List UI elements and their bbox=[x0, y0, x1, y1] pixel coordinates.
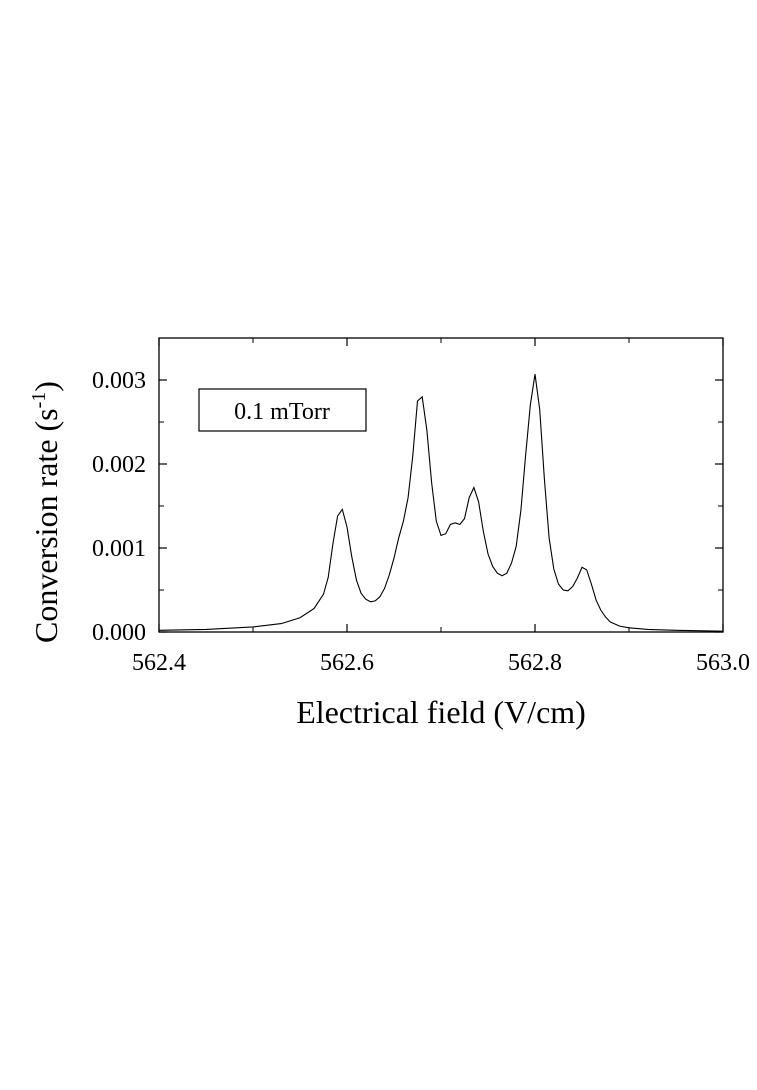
y-tick-label: 0.001 bbox=[92, 536, 146, 562]
y-axis-title: Conversion rate (s-1) bbox=[28, 381, 64, 643]
plot-frame bbox=[158, 337, 724, 633]
y-tick-label: 0.003 bbox=[92, 368, 146, 394]
y-axis-title-superscript: -1 bbox=[28, 392, 50, 409]
y-tick-label: 0.000 bbox=[92, 620, 146, 646]
x-tick-label: 562.4 bbox=[132, 650, 186, 676]
series-line bbox=[158, 374, 724, 632]
x-tick-label: 563.0 bbox=[696, 650, 750, 676]
tick-marks bbox=[158, 338, 724, 633]
y-axis-title-close: ) bbox=[28, 381, 64, 392]
x-tick-label: 562.6 bbox=[320, 650, 374, 676]
y-tick-labels: 0.000 0.001 0.002 0.003 bbox=[92, 368, 146, 646]
y-axis-title-main: Conversion rate (s bbox=[28, 408, 64, 643]
y-tick-label: 0.002 bbox=[92, 452, 146, 478]
legend: 0.1 mTorr bbox=[198, 388, 367, 432]
x-tick-labels: 562.4 562.6 562.8 563.0 bbox=[132, 650, 750, 676]
x-axis-title: Electrical field (V/cm) bbox=[296, 694, 586, 730]
legend-box bbox=[198, 388, 367, 432]
x-tick-label: 562.8 bbox=[508, 650, 562, 676]
legend-text: 0.1 mTorr bbox=[234, 399, 330, 425]
